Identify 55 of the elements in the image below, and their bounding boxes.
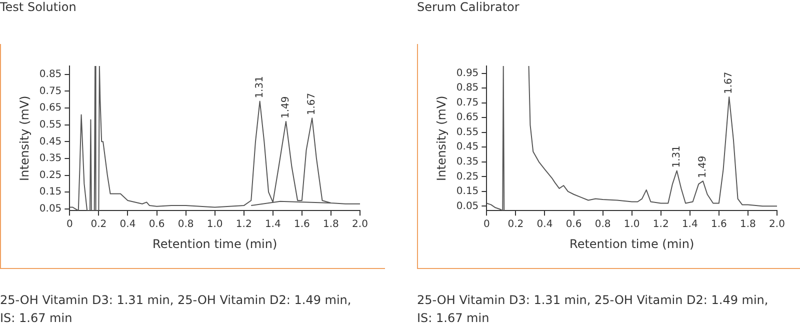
y-tick-label: 0.15 (39, 186, 62, 198)
x-tick-label: 0.2 (508, 219, 524, 230)
x-tick-label: 1.0 (206, 219, 223, 230)
x-tick-label: 1.8 (740, 219, 756, 230)
annotation: 1.49 (698, 156, 709, 178)
y-tick-label: 0.75 (456, 97, 479, 108)
y-tick-label: 0.05 (456, 200, 479, 212)
x-tick-label: 0.8 (178, 219, 194, 230)
annotation: 1.67 (724, 72, 735, 94)
y-tick-label: 0.65 (39, 102, 62, 114)
y-tick-label: 0.85 (39, 69, 62, 80)
y-axis-title: Intensity (mV) (434, 96, 448, 181)
y-tick-label: 0.35 (39, 153, 62, 164)
x-tick-label: 0.6 (148, 219, 165, 230)
annotation: 1.31 (254, 76, 266, 98)
y-tick-label: 0.05 (39, 204, 62, 215)
x-tick-label: 1.4 (264, 219, 281, 230)
annotation: 1.31 (671, 145, 682, 168)
x-tick-label: 0 (483, 219, 490, 230)
y-tick-label: 0.15 (456, 186, 479, 198)
x-tick-label: 1.4 (682, 219, 698, 230)
y-tick-label: 0.25 (39, 170, 62, 181)
x-tick-label: 0.4 (120, 219, 136, 230)
y-tick-label: 0.95 (456, 68, 479, 79)
x-tick-label: 0.4 (536, 219, 553, 230)
y-axis-title: Intensity (mV) (17, 96, 32, 181)
x-tick-label: 0.2 (90, 219, 107, 230)
x-tick-label: 0 (66, 219, 73, 230)
x-tick-label: 1.2 (236, 219, 252, 230)
y-tick-label: 0.25 (456, 171, 479, 182)
x-tick-label: 2.0 (769, 219, 785, 230)
x-tick-label: 1.2 (652, 219, 669, 230)
annotation: 1.67 (306, 92, 318, 116)
y-tick-label: 0.45 (39, 136, 62, 148)
x-tick-label: 0.8 (594, 219, 611, 230)
x-tick-label: 1.8 (323, 219, 339, 230)
x-tick-label: 2.0 (352, 219, 368, 230)
y-tick-label: 0.75 (39, 86, 62, 97)
y-tick-label: 0.65 (456, 112, 479, 124)
y-tick-label: 0.55 (39, 119, 62, 130)
x-axis-title: Retention time (min) (570, 236, 694, 251)
x-tick-label: 1.6 (294, 219, 310, 230)
y-tick-label: 0.35 (456, 156, 479, 168)
text: 25-OH Vitamin D3: 1.31 min, 25-OH Vitamin D2: 1.49 min, IS: 1.67 min (0, 292, 352, 327)
text: 25-OH Vitamin D3: 1.31 min, 25-OH Vitamin D2: 1.49 min, IS: 1.67 min (417, 292, 770, 327)
y-tick-label: 0.45 (456, 142, 479, 153)
chart-title: Serum Calibrator (417, 0, 520, 14)
y-tick-label: 0.55 (456, 126, 479, 138)
x-axis-title: Retention time (min) (152, 236, 278, 251)
x-tick-label: 0.6 (566, 219, 582, 230)
chart-title: Test Solution (0, 0, 76, 14)
annotation: 1.49 (280, 96, 292, 118)
y-tick-label: 0.85 (456, 82, 479, 94)
x-tick-label: 1.0 (624, 219, 640, 230)
x-tick-label: 1.6 (710, 219, 727, 230)
